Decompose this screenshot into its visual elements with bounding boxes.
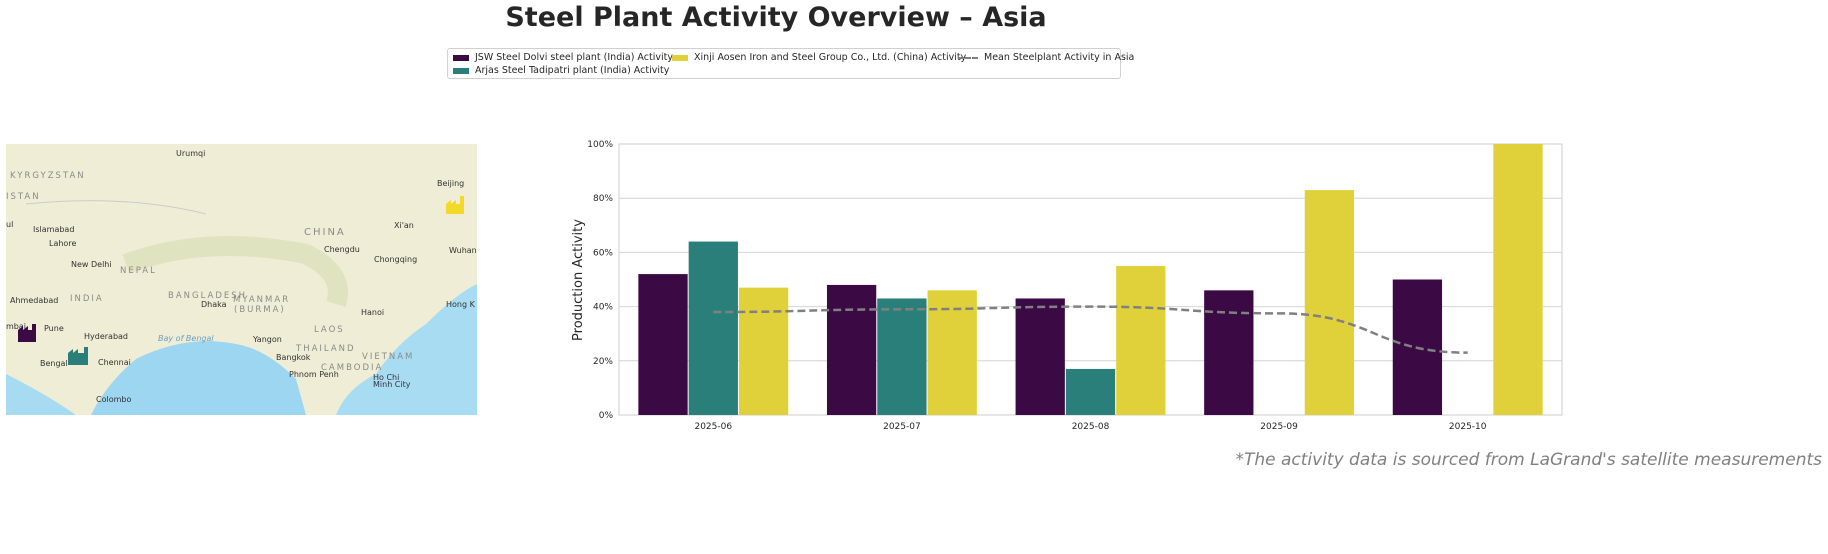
y-tick-label: 80%	[593, 194, 613, 204]
bar-xinji	[1493, 144, 1543, 415]
x-tick-label: 2025-08	[1072, 422, 1110, 432]
map-label: INDIA	[70, 294, 104, 304]
map[interactable]: Urumqi KYRGYZSTAN ISTAN ul Islamabad Lah…	[6, 144, 477, 415]
bar-arjas	[688, 241, 738, 415]
map-label: Chennai	[98, 358, 131, 367]
map-label: LAOS	[314, 325, 345, 335]
bar-jsw	[1204, 290, 1254, 415]
factory-icon	[446, 196, 464, 214]
y-tick-label: 100%	[587, 140, 613, 150]
map-label: MYANMAR	[233, 295, 291, 305]
chart-title: Steel Plant Activity Overview – Asia	[505, 2, 1047, 33]
legend-label: Xinji Aosen Iron and Steel Group Co., Lt…	[694, 52, 967, 63]
map-label: Ahmedabad	[10, 296, 59, 305]
mean-activity-line	[713, 305, 1468, 354]
bar-arjas	[877, 298, 927, 415]
map-label: Chongqing	[374, 255, 418, 264]
map-label: Bay of Bengal	[158, 334, 214, 343]
x-tick-label: 2025-06	[694, 422, 732, 432]
map-label: BANGLADESH	[168, 291, 248, 301]
factory-icon	[68, 347, 88, 365]
legend-swatch	[453, 54, 469, 61]
map-label: Pune	[44, 324, 64, 333]
legend-item-mean: Mean Steelplant Activity in Asia	[958, 52, 1134, 63]
x-tick-label: 2025-10	[1449, 422, 1487, 432]
legend-item-jsw: JSW Steel Dolvi steel plant (India) Acti…	[453, 52, 673, 63]
bar-jsw	[826, 284, 877, 415]
bar-chart: 0% 20% 40% 60% 80% 100% 2025-06 2025-07 2025-08 2…	[571, 140, 1563, 432]
map-label: Chengdu	[324, 245, 360, 254]
map-label: Bangkok	[276, 353, 311, 362]
map-label: Phnom Penh	[289, 370, 339, 379]
map-label: Islamabad	[33, 225, 75, 234]
y-tick-label: 40%	[593, 303, 613, 313]
map-label: Lahore	[49, 239, 77, 248]
map-base	[6, 200, 477, 415]
map-label: CHINA	[304, 227, 346, 238]
map-label: Hyderabad	[84, 332, 128, 341]
map-label: mbai	[6, 322, 26, 331]
y-tick-label: 0%	[599, 411, 614, 421]
map-label: (BURMA)	[234, 305, 286, 315]
legend-label: JSW Steel Dolvi steel plant (India) Acti…	[475, 52, 673, 63]
map-label: Hong K	[446, 300, 475, 309]
legend-dash	[958, 56, 978, 59]
bar-xinji	[1304, 190, 1355, 415]
bar-xinji	[927, 290, 977, 415]
bar-xinji	[1116, 265, 1166, 415]
map-label: Minh City	[373, 380, 411, 389]
legend-item-xinji: Xinji Aosen Iron and Steel Group Co., Lt…	[672, 52, 966, 63]
y-tick-label: 60%	[593, 248, 613, 258]
map-label: Xi'an	[394, 221, 414, 230]
legend-label: Arjas Steel Tadipatri plant (India) Acti…	[475, 65, 670, 76]
legend: JSW Steel Dolvi steel plant (India) Acti…	[447, 48, 1134, 79]
bar-jsw	[1015, 298, 1065, 415]
x-tick-label: 2025-09	[1260, 422, 1298, 432]
bar-xinji	[738, 287, 789, 415]
map-label: CAMBODIA	[321, 363, 384, 373]
map-label: Dhaka	[201, 300, 227, 309]
y-tick-label: 20%	[593, 357, 613, 367]
bar-arjas	[1065, 368, 1116, 415]
map-label: Colombo	[96, 395, 132, 404]
map-label: Beijing	[437, 179, 465, 188]
map-label: VIETNAM	[362, 352, 415, 362]
legend-label: Mean Steelplant Activity in Asia	[984, 52, 1135, 63]
map-label: Hanoi	[361, 308, 385, 317]
legend-item-arjas: Arjas Steel Tadipatri plant (India) Acti…	[453, 65, 669, 76]
map-label: ISTAN	[6, 192, 41, 202]
map-label: THAILAND	[296, 344, 356, 354]
map-label: KYRGYZSTAN	[10, 171, 86, 181]
map-label: Urumqi	[176, 149, 206, 158]
map-label: Ho Chi	[373, 373, 400, 382]
legend-swatch	[672, 54, 688, 61]
map-label: New Delhi	[71, 260, 112, 269]
legend-swatch	[453, 67, 469, 74]
map-label: Bengal	[40, 359, 68, 368]
y-axis-label: Production Activity	[571, 219, 586, 341]
factory-icon	[18, 324, 36, 342]
map-label: Wuhan	[449, 246, 477, 255]
map-label: ul	[6, 220, 14, 229]
map-label: NEPAL	[120, 266, 157, 276]
footnote: *The activity data is sourced from LaGra…	[1235, 450, 1822, 470]
map-label: Yangon	[253, 335, 282, 344]
x-tick-label: 2025-07	[883, 422, 921, 432]
bar-jsw	[638, 274, 688, 415]
